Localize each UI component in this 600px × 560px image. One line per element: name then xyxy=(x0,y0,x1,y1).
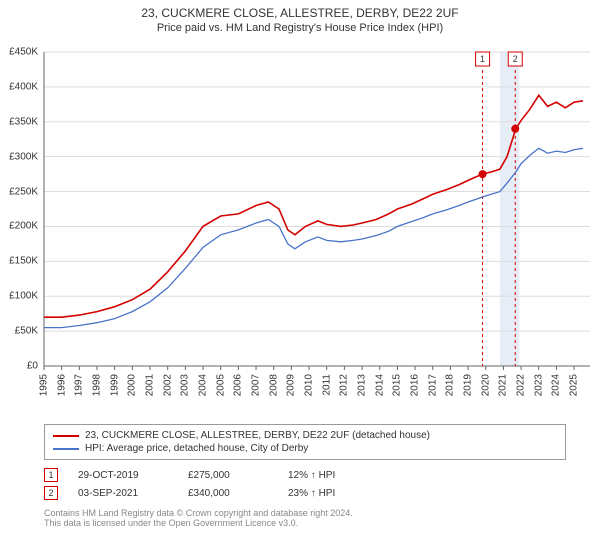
x-tick-label: 2014 xyxy=(374,374,385,396)
y-tick-label: £400K xyxy=(0,81,40,92)
x-tick-label: 2001 xyxy=(145,374,156,396)
y-tick-label: £450K xyxy=(0,47,40,58)
legend-label: 23, CUCKMERE CLOSE, ALLESTREE, DERBY, DE… xyxy=(85,430,430,441)
plot-area: 12 £0£50K£100K£150K£200K£250K£300K£350K£… xyxy=(0,38,600,418)
y-tick-label: £0 xyxy=(0,361,40,372)
sale-point xyxy=(511,125,519,133)
sale-price: £275,000 xyxy=(188,470,268,481)
x-tick-label: 2003 xyxy=(180,374,191,396)
y-tick-label: £150K xyxy=(0,256,40,267)
x-tick-label: 1999 xyxy=(109,374,120,396)
footer: Contains HM Land Registry data © Crown c… xyxy=(0,502,600,528)
x-tick-label: 2015 xyxy=(392,374,403,396)
sale-date: 29-OCT-2019 xyxy=(78,470,168,481)
x-tick-label: 2024 xyxy=(551,374,562,396)
sale-price: £340,000 xyxy=(188,488,268,499)
legend-row: 23, CUCKMERE CLOSE, ALLESTREE, DERBY, DE… xyxy=(53,429,557,442)
footer-line-2: This data is licensed under the Open Gov… xyxy=(44,518,566,528)
legend-label: HPI: Average price, detached house, City… xyxy=(85,443,308,454)
y-tick-label: £250K xyxy=(0,186,40,197)
x-tick-label: 2006 xyxy=(233,374,244,396)
x-tick-label: 2022 xyxy=(516,374,527,396)
chart-title: 23, CUCKMERE CLOSE, ALLESTREE, DERBY, DE… xyxy=(0,0,600,20)
x-tick-label: 2000 xyxy=(127,374,138,396)
chart-container: 23, CUCKMERE CLOSE, ALLESTREE, DERBY, DE… xyxy=(0,0,600,528)
sale-marker: 1 xyxy=(44,468,58,482)
y-tick-label: £100K xyxy=(0,291,40,302)
x-tick-label: 2012 xyxy=(339,374,350,396)
y-tick-label: £300K xyxy=(0,151,40,162)
x-tick-label: 2025 xyxy=(569,374,580,396)
x-tick-label: 1995 xyxy=(39,374,50,396)
legend: 23, CUCKMERE CLOSE, ALLESTREE, DERBY, DE… xyxy=(44,424,566,460)
chart-subtitle: Price paid vs. HM Land Registry's House … xyxy=(0,20,600,38)
x-tick-label: 2017 xyxy=(427,374,438,396)
sale-row: 1 29-OCT-2019 £275,000 12% ↑ HPI xyxy=(0,466,600,484)
x-tick-label: 2004 xyxy=(198,374,209,396)
x-tick-label: 2002 xyxy=(162,374,173,396)
sale-date: 03-SEP-2021 xyxy=(78,488,168,499)
legend-row: HPI: Average price, detached house, City… xyxy=(53,442,557,455)
footer-line-1: Contains HM Land Registry data © Crown c… xyxy=(44,508,566,518)
x-tick-label: 2011 xyxy=(321,374,332,396)
x-tick-label: 2013 xyxy=(357,374,368,396)
x-tick-label: 1998 xyxy=(92,374,103,396)
legend-swatch xyxy=(53,448,79,450)
x-tick-label: 1996 xyxy=(56,374,67,396)
sale-delta: 12% ↑ HPI xyxy=(288,470,378,481)
sale-point xyxy=(479,170,487,178)
x-tick-label: 2021 xyxy=(498,374,509,396)
x-tick-label: 2020 xyxy=(480,374,491,396)
sale-row: 2 03-SEP-2021 £340,000 23% ↑ HPI xyxy=(0,484,600,502)
sales-list: 1 29-OCT-2019 £275,000 12% ↑ HPI 2 03-SEP-202… xyxy=(0,466,600,502)
x-tick-label: 2019 xyxy=(463,374,474,396)
x-tick-label: 2008 xyxy=(268,374,279,396)
x-tick-label: 2018 xyxy=(445,374,456,396)
x-tick-label: 1997 xyxy=(74,374,85,396)
x-tick-label: 2023 xyxy=(533,374,544,396)
x-tick-label: 2009 xyxy=(286,374,297,396)
x-tick-label: 2005 xyxy=(215,374,226,396)
sale-flag-label: 2 xyxy=(513,54,518,64)
y-tick-label: £200K xyxy=(0,221,40,232)
y-tick-label: £350K xyxy=(0,116,40,127)
x-tick-label: 2007 xyxy=(251,374,262,396)
sale-delta: 23% ↑ HPI xyxy=(288,488,378,499)
y-tick-label: £50K xyxy=(0,326,40,337)
line-chart-svg: 12 xyxy=(0,38,600,418)
legend-swatch xyxy=(53,435,79,437)
sale-marker: 2 xyxy=(44,486,58,500)
x-tick-label: 2016 xyxy=(410,374,421,396)
x-tick-label: 2010 xyxy=(304,374,315,396)
sale-flag-label: 1 xyxy=(480,54,485,64)
